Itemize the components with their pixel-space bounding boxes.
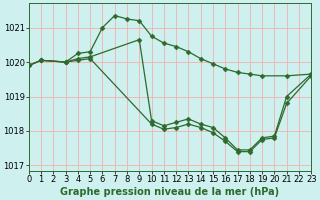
X-axis label: Graphe pression niveau de la mer (hPa): Graphe pression niveau de la mer (hPa) [60,187,280,197]
